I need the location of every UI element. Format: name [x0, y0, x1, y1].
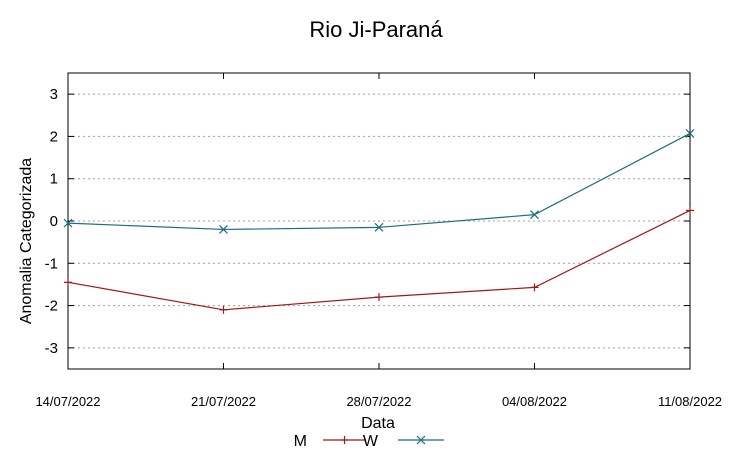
gridlines [68, 93, 690, 349]
y-tick-label: 1 [50, 171, 58, 188]
data-point-w [63, 218, 73, 228]
marker-stroke [374, 222, 384, 232]
y-tick-label: -2 [45, 298, 58, 315]
x-tick-label: 04/08/2022 [502, 394, 567, 409]
x-tick-label: 14/07/2022 [35, 394, 100, 409]
legend-label-m: M [294, 433, 307, 450]
legend-marker-w [416, 435, 426, 445]
data-point-m [530, 283, 539, 292]
marker-stroke [219, 225, 228, 234]
marker-stroke [416, 435, 426, 445]
x-axis-label: Data [361, 415, 395, 432]
y-axis-ticks: 3 2 1 0 -1 -2 -3 [45, 86, 690, 357]
data-point-w [530, 210, 539, 220]
data-point-m [219, 305, 228, 314]
data-point-m [686, 206, 694, 215]
legend-label-w: W [363, 433, 379, 450]
x-axis-ticks: 14/07/2022 21/07/2022 28/07/2022 04/08/2022… [35, 73, 722, 409]
y-tick-label: 3 [50, 86, 58, 103]
marker-stroke [685, 129, 695, 138]
series-line-w [67, 132, 691, 231]
marker-stroke [530, 210, 539, 220]
x-tick-label: 21/07/2022 [191, 394, 256, 409]
marker-stroke [63, 218, 73, 228]
y-tick-label: -3 [45, 340, 58, 357]
y-tick-label: 2 [50, 128, 58, 145]
data-point-w [685, 129, 695, 138]
y-axis-label: Anomalia Categorizada [18, 158, 35, 324]
chart-title: Rio Ji-Paraná [309, 17, 443, 42]
data-point-w [219, 225, 228, 234]
x-tick-label: 28/07/2022 [346, 394, 411, 409]
x-tick-label: 11/08/2022 [658, 394, 722, 409]
series-layer [63, 129, 695, 314]
data-point-w [374, 222, 384, 232]
legend-marker-m [340, 436, 349, 444]
y-tick-label: 0 [50, 213, 58, 230]
data-point-m [375, 293, 383, 302]
y-tick-label: -1 [45, 255, 58, 272]
data-point-m [64, 278, 72, 287]
